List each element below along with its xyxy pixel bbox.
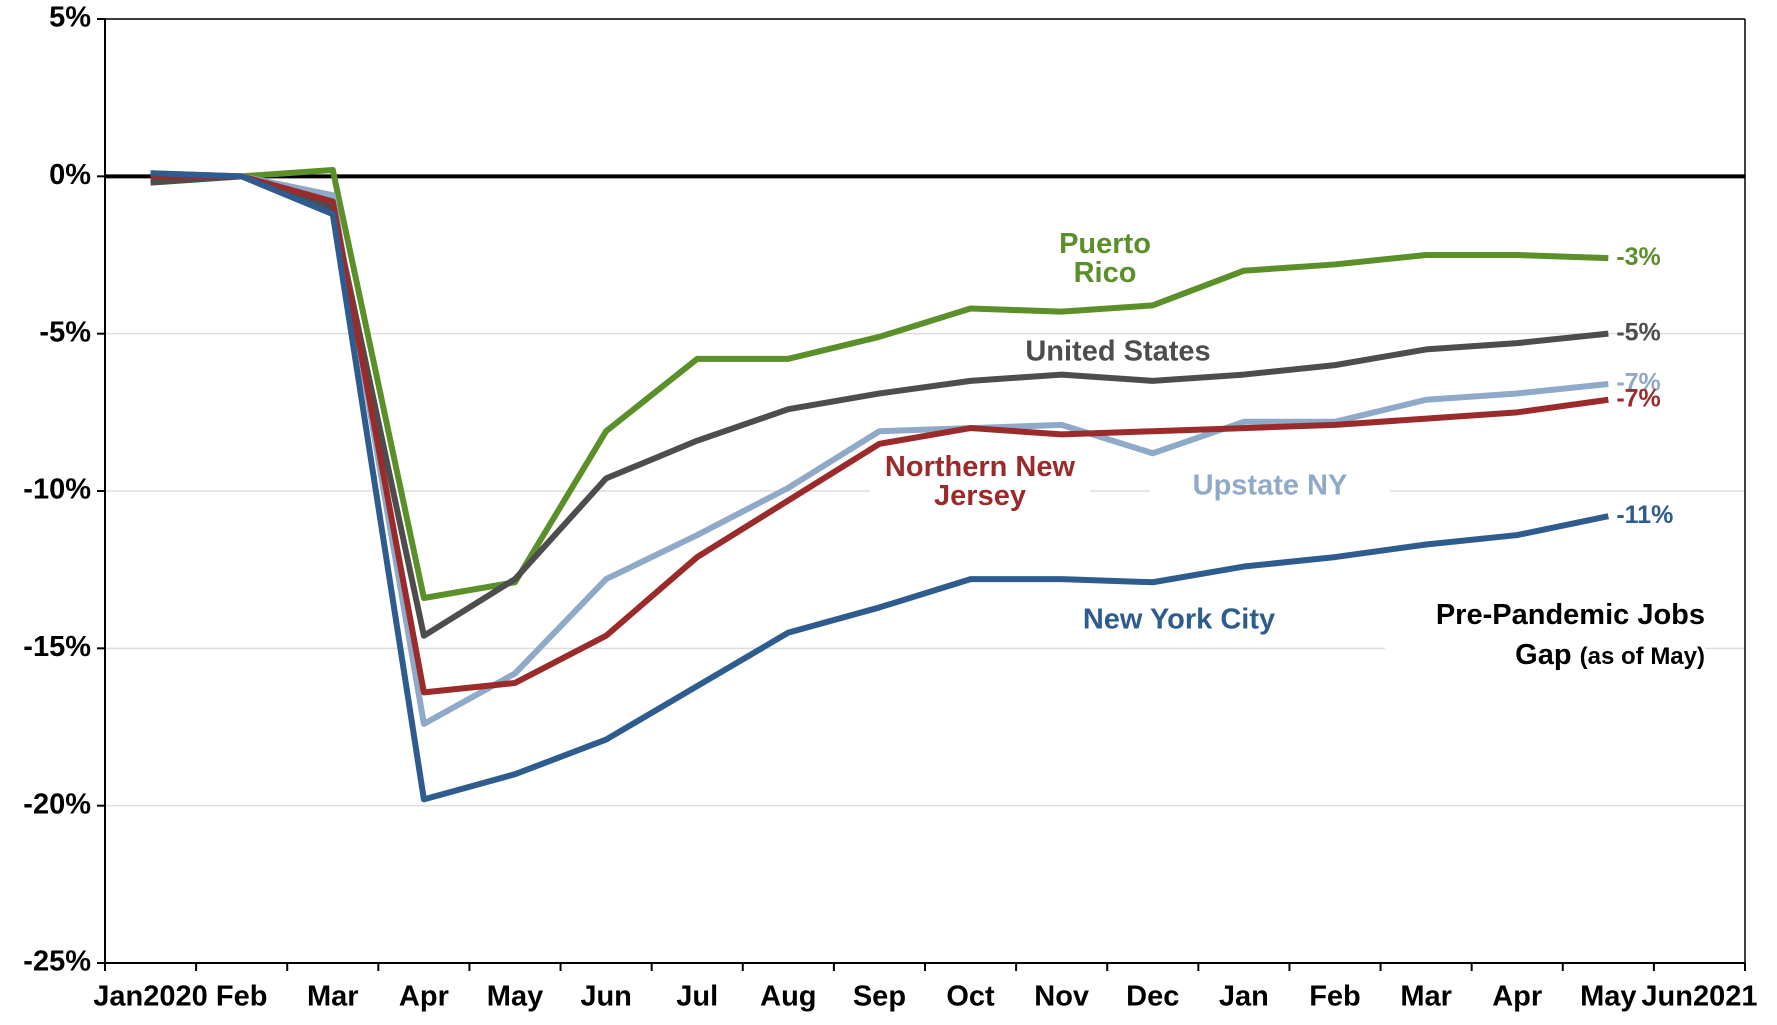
series-label: Upstate NY <box>1150 471 1390 501</box>
end-label: -3% <box>1616 243 1660 271</box>
x-tick-label: Jul <box>676 981 718 1013</box>
x-tick-label: Feb <box>1309 981 1361 1013</box>
series-label: New York City <box>1029 605 1329 635</box>
series-label: Northern New Jersey <box>870 453 1090 511</box>
x-tick-label: Aug <box>760 981 816 1013</box>
x-tick-label: Dec <box>1126 981 1179 1013</box>
series-label: United States <box>988 337 1248 367</box>
y-tick-label: 0% <box>49 159 91 191</box>
series-line <box>150 173 1609 639</box>
x-tick-label: May <box>487 981 543 1013</box>
annotation-note: (as of May) <box>1579 643 1705 670</box>
y-tick-label: -20% <box>23 788 91 820</box>
end-label: -11% <box>1616 501 1673 529</box>
x-tick-label: Apr <box>399 981 449 1013</box>
y-tick-label: 5% <box>49 2 91 34</box>
y-tick-label: -5% <box>39 316 91 348</box>
end-label: -7% <box>1616 384 1660 412</box>
x-tick-label: Nov <box>1034 981 1089 1013</box>
annotation-text: Pre-Pandemic Jobs Gap <box>1435 599 1705 671</box>
series-line <box>150 170 1609 803</box>
x-tick-label: Feb <box>216 981 268 1013</box>
series-label: Puerto Rico <box>1035 230 1175 288</box>
end-label: -5% <box>1616 318 1660 346</box>
x-tick-label: Sep <box>853 981 906 1013</box>
x-tick-label: Jan2020 <box>93 981 208 1013</box>
x-tick-label: Apr <box>1492 981 1542 1013</box>
series-line <box>150 170 1609 727</box>
x-tick-label: Oct <box>946 981 995 1013</box>
y-tick-label: -15% <box>23 631 91 663</box>
end-label: -7% <box>1616 369 1660 397</box>
series-line <box>150 173 1609 696</box>
y-tick-label: -10% <box>23 474 91 506</box>
x-tick-label: Jun2021 <box>1641 981 1757 1013</box>
y-tick-label: -25% <box>23 946 91 978</box>
x-tick-label: Mar <box>307 981 359 1013</box>
annotation: Pre-Pandemic Jobs Gap (as of May) <box>1385 595 1705 677</box>
x-tick-label: Mar <box>1400 981 1452 1013</box>
x-tick-label: Jun <box>580 981 632 1013</box>
x-tick-label: May <box>1580 981 1636 1013</box>
x-tick-label: Jan <box>1219 981 1269 1013</box>
series-line <box>150 167 1609 601</box>
